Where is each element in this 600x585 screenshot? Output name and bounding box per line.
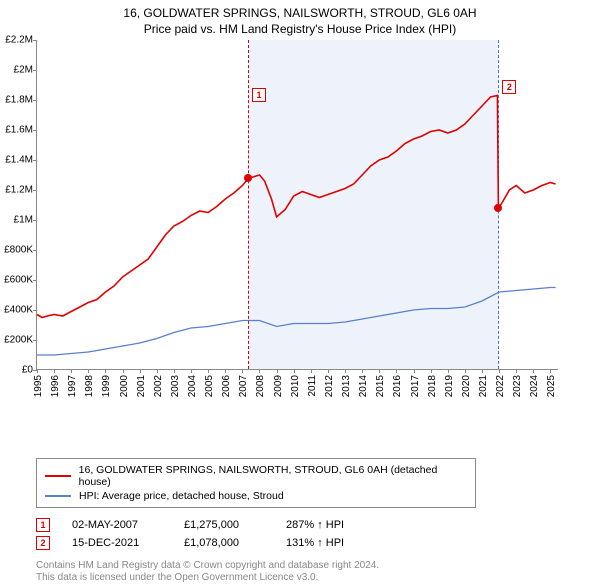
series-hpi bbox=[37, 287, 556, 355]
x-tick-label: 2010 bbox=[290, 375, 301, 397]
y-tick-label: £2.2M bbox=[5, 34, 33, 45]
sale-marker: 2 bbox=[36, 536, 50, 550]
sales-table: 1 02-MAY-2007 £1,275,000 287% ↑ HPI 2 15… bbox=[36, 516, 600, 552]
x-tick-label: 1999 bbox=[101, 375, 112, 397]
y-tick-label: £1M bbox=[14, 214, 33, 225]
sale-row: 2 15-DEC-2021 £1,078,000 131% ↑ HPI bbox=[36, 534, 600, 552]
chart-title: 16, GOLDWATER SPRINGS, NAILSWORTH, STROU… bbox=[0, 0, 600, 22]
y-tick-label: £1.8M bbox=[5, 94, 33, 105]
legend-item: HPI: Average price, detached house, Stro… bbox=[45, 489, 467, 503]
x-tick-label: 1995 bbox=[33, 375, 44, 397]
x-tick-label: 2003 bbox=[170, 375, 181, 397]
x-tick-label: 2006 bbox=[221, 375, 232, 397]
x-tick-label: 2011 bbox=[307, 375, 318, 397]
x-tick-label: 2019 bbox=[444, 375, 455, 397]
y-tick-label: £400K bbox=[4, 304, 33, 315]
legend-swatch bbox=[45, 475, 71, 477]
footer-line: This data is licensed under the Open Gov… bbox=[36, 572, 600, 585]
line-series-svg bbox=[37, 40, 559, 370]
y-tick-label: £1.4M bbox=[5, 154, 33, 165]
marker-1-box: 1 bbox=[252, 88, 266, 102]
marker-1-dot bbox=[244, 174, 252, 182]
plot-area: 1 2 £0£200K£400K£600K£800K£1M£1.2M£1.4M£… bbox=[36, 40, 558, 370]
x-tick-label: 2016 bbox=[392, 375, 403, 397]
chart-area: 1 2 £0£200K£400K£600K£800K£1M£1.2M£1.4M£… bbox=[36, 40, 596, 420]
x-tick-label: 2008 bbox=[255, 375, 266, 397]
x-tick-label: 2025 bbox=[546, 375, 557, 397]
y-tick-label: £0 bbox=[22, 364, 33, 375]
sale-pct: 131% ↑ HPI bbox=[286, 537, 344, 549]
chart-container: { "title_line1": "16, GOLDWATER SPRINGS,… bbox=[0, 0, 600, 560]
footer: Contains HM Land Registry data © Crown c… bbox=[36, 560, 600, 585]
x-tick-label: 2004 bbox=[187, 375, 198, 397]
x-tick-label: 2007 bbox=[238, 375, 249, 397]
sale-row: 1 02-MAY-2007 £1,275,000 287% ↑ HPI bbox=[36, 516, 600, 534]
sale-pct: 287% ↑ HPI bbox=[286, 519, 344, 531]
legend-swatch bbox=[45, 495, 71, 497]
marker-2-dot bbox=[494, 204, 502, 212]
sale-price: £1,078,000 bbox=[184, 537, 264, 549]
chart-subtitle: Price paid vs. HM Land Registry's House … bbox=[0, 22, 600, 40]
x-tick-label: 2023 bbox=[512, 375, 523, 397]
sale-marker: 1 bbox=[36, 518, 50, 532]
x-tick-label: 2020 bbox=[461, 375, 472, 397]
x-tick-label: 2021 bbox=[478, 375, 489, 397]
x-tick-label: 2024 bbox=[529, 375, 540, 397]
series-property bbox=[37, 95, 556, 317]
marker-2-box: 2 bbox=[502, 80, 516, 94]
legend-label: HPI: Average price, detached house, Stro… bbox=[79, 490, 284, 502]
x-tick-label: 2018 bbox=[427, 375, 438, 397]
y-tick-label: £2M bbox=[14, 64, 33, 75]
x-tick-label: 2022 bbox=[495, 375, 506, 397]
x-tick-label: 2009 bbox=[273, 375, 284, 397]
y-tick-label: £1.6M bbox=[5, 124, 33, 135]
x-tick-label: 1998 bbox=[84, 375, 95, 397]
y-tick-label: £200K bbox=[4, 334, 33, 345]
x-tick-label: 2014 bbox=[358, 375, 369, 397]
sale-date: 15-DEC-2021 bbox=[72, 537, 162, 549]
x-tick-label: 2017 bbox=[410, 375, 421, 397]
sale-price: £1,275,000 bbox=[184, 519, 264, 531]
x-tick-label: 2001 bbox=[136, 375, 147, 397]
y-tick-label: £600K bbox=[4, 274, 33, 285]
legend-label: 16, GOLDWATER SPRINGS, NAILSWORTH, STROU… bbox=[79, 464, 467, 488]
x-tick-label: 2015 bbox=[375, 375, 386, 397]
x-tick-label: 2005 bbox=[204, 375, 215, 397]
y-tick-label: £800K bbox=[4, 244, 33, 255]
x-tick-label: 2000 bbox=[119, 375, 130, 397]
legend: 16, GOLDWATER SPRINGS, NAILSWORTH, STROU… bbox=[36, 458, 476, 508]
x-tick-label: 2002 bbox=[153, 375, 164, 397]
footer-line: Contains HM Land Registry data © Crown c… bbox=[36, 560, 600, 573]
x-tick-label: 2012 bbox=[324, 375, 335, 397]
legend-item: 16, GOLDWATER SPRINGS, NAILSWORTH, STROU… bbox=[45, 463, 467, 489]
x-tick-label: 1997 bbox=[67, 375, 78, 397]
x-tick-label: 1996 bbox=[50, 375, 61, 397]
x-tick-label: 2013 bbox=[341, 375, 352, 397]
sale-date: 02-MAY-2007 bbox=[72, 519, 162, 531]
y-tick-label: £1.2M bbox=[5, 184, 33, 195]
